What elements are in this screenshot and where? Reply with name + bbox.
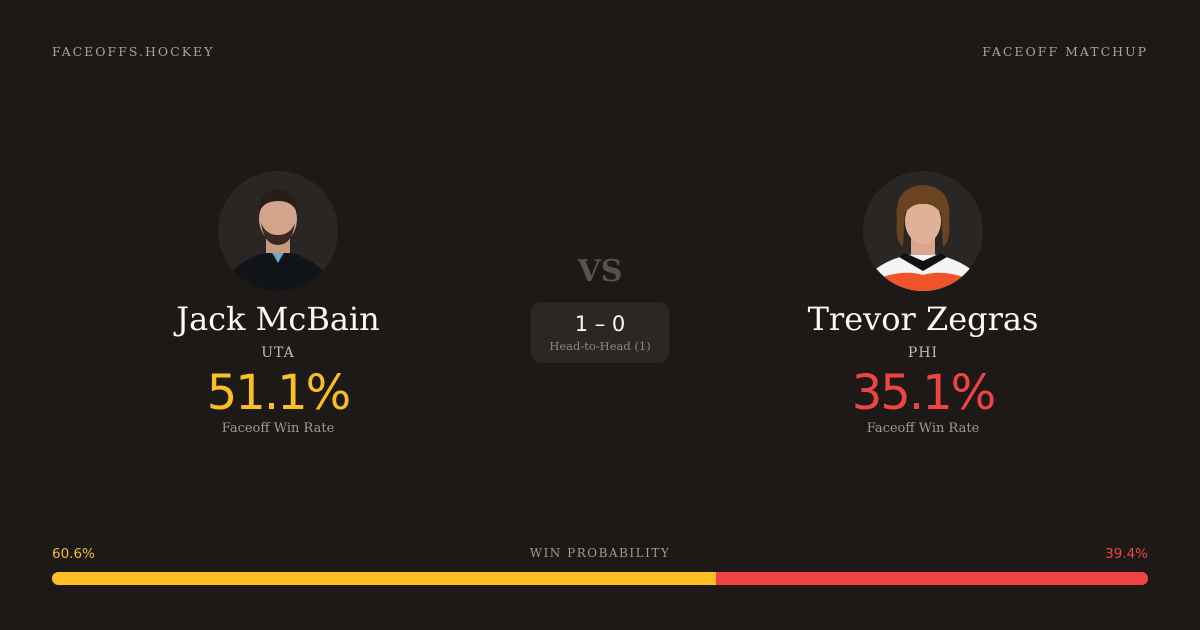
page-type-label: FACEOFF MATCHUP	[982, 44, 1148, 59]
win-probability-bar	[52, 572, 1148, 585]
player-team: PHI	[907, 345, 939, 361]
win-probability-bar-left	[52, 572, 717, 585]
player-headshot	[863, 171, 983, 291]
faceoff-win-rate: 51.1%	[206, 365, 351, 421]
player-card-left: Jack McBain UTA 51.1% Faceoff Win Rate	[118, 171, 438, 436]
head-to-head-box: 1 – 0 Head-to-Head (1)	[531, 302, 669, 363]
vs-label: VS	[577, 254, 623, 289]
player-name: Trevor Zegras	[807, 300, 1039, 338]
win-probability-left: 60.6%	[52, 546, 95, 562]
head-to-head-label: Head-to-Head (1)	[549, 339, 651, 353]
faceoff-win-rate-label: Faceoff Win Rate	[221, 421, 335, 436]
player-name: Jack McBain	[176, 300, 380, 338]
head-to-head-score: 1 – 0	[574, 312, 626, 336]
player-headshot	[218, 171, 338, 291]
faceoff-win-rate: 35.1%	[851, 365, 996, 421]
win-probability-bar-right	[716, 572, 1148, 585]
player-team: UTA	[261, 345, 295, 361]
site-brand: FACEOFFS.HOCKEY	[52, 44, 215, 59]
faceoff-win-rate-label: Faceoff Win Rate	[866, 421, 980, 436]
win-probability-right: 39.4%	[1105, 546, 1148, 562]
win-probability-title: WIN PROBABILITY	[529, 546, 671, 560]
player-card-right: Trevor Zegras PHI 35.1% Faceoff Win Rate	[763, 171, 1083, 436]
